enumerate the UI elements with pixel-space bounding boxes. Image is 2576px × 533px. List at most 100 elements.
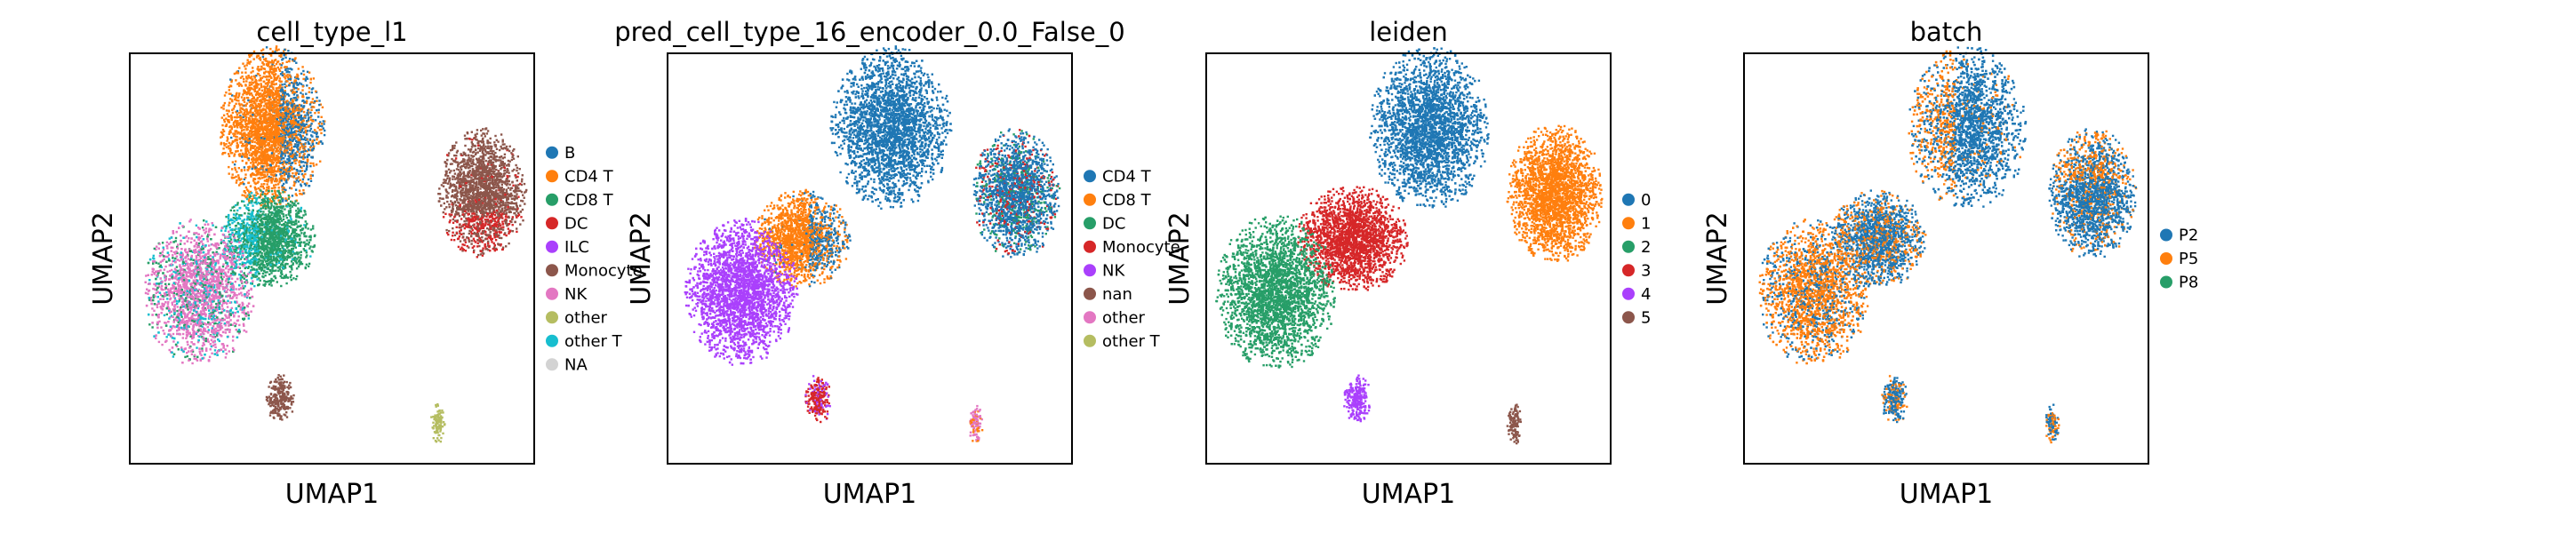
- scatter-point: [505, 178, 508, 180]
- scatter-point: [452, 188, 454, 192]
- scatter-point: [291, 157, 293, 160]
- scatter-point: [304, 139, 308, 141]
- scatter-point: [280, 54, 283, 58]
- scatter-point: [474, 187, 477, 190]
- scatter-point: [234, 119, 237, 123]
- scatter-point: [270, 148, 273, 151]
- scatter-point: [515, 202, 518, 204]
- scatter-point: [515, 195, 517, 198]
- scatter-point: [284, 124, 286, 128]
- scatter-point: [477, 253, 480, 257]
- scatter-point: [282, 198, 284, 201]
- scatter-point: [225, 123, 228, 126]
- scatter-point: [247, 181, 250, 185]
- scatter-point: [274, 159, 276, 162]
- scatter-point: [252, 173, 255, 176]
- scatter-point: [224, 124, 228, 128]
- scatter-point: [262, 108, 266, 111]
- scatter-point: [503, 207, 506, 210]
- scatter-point: [316, 126, 320, 129]
- scatter-point: [487, 240, 490, 243]
- scatter-point: [273, 75, 276, 77]
- scatter-point: [255, 98, 258, 101]
- scatter-point: [242, 62, 244, 65]
- scatter-point: [448, 171, 452, 174]
- scatter-point: [311, 106, 314, 108]
- scatter-point: [298, 108, 300, 111]
- scatter-point: [256, 96, 259, 99]
- scatter-point: [499, 171, 501, 175]
- scatter-point: [500, 133, 503, 136]
- scatter-point: [296, 137, 300, 139]
- scatter-point: [465, 182, 468, 185]
- scatter-point: [510, 197, 514, 200]
- scatter-point: [292, 104, 295, 107]
- scatter-point: [275, 133, 277, 136]
- scatter-point: [471, 139, 474, 141]
- scatter-point: [252, 58, 255, 60]
- scatter-point: [454, 204, 458, 207]
- scatter-point: [259, 74, 261, 77]
- scatter-point: [269, 173, 273, 176]
- scatter-point: [295, 136, 298, 139]
- scatter-point: [493, 224, 496, 227]
- scatter-point: [280, 178, 283, 180]
- scatter-point: [306, 112, 308, 115]
- scatter-point: [461, 213, 465, 216]
- scatter-point: [464, 144, 467, 147]
- scatter-point: [303, 182, 307, 186]
- scatter-point: [320, 140, 323, 143]
- scatter-point: [294, 57, 297, 60]
- scatter-point: [233, 72, 236, 76]
- scatter-point: [289, 147, 292, 151]
- scatter-point: [296, 145, 300, 148]
- scatter-point: [229, 150, 232, 153]
- scatter-point: [274, 123, 276, 126]
- scatter-point: [490, 191, 492, 194]
- scatter-point: [256, 118, 259, 121]
- scatter-point: [276, 126, 278, 130]
- scatter-point: [496, 200, 499, 203]
- scatter-point: [263, 183, 266, 186]
- scatter-point: [444, 165, 448, 168]
- scatter-point: [277, 187, 280, 189]
- scatter-point: [281, 161, 284, 164]
- scatter-point: [279, 168, 282, 171]
- scatter-point: [462, 175, 466, 178]
- scatter-point: [228, 132, 230, 135]
- scatter-point: [271, 156, 275, 159]
- scatter-point: [228, 153, 230, 155]
- scatter-point: [291, 68, 293, 71]
- scatter-point: [254, 161, 258, 163]
- scatter-point: [273, 79, 276, 82]
- scatter-point: [253, 178, 257, 180]
- scatter-point: [476, 198, 479, 201]
- scatter-point: [495, 168, 498, 171]
- scatter-point: [240, 127, 244, 130]
- scatter-point: [223, 144, 226, 147]
- scatter-point: [263, 94, 267, 97]
- scatter-point: [309, 164, 312, 168]
- scatter-point: [284, 107, 286, 111]
- scatter-point: [257, 132, 260, 135]
- scatter-point: [238, 184, 241, 187]
- scatter-point: [259, 122, 261, 124]
- scatter-point: [276, 169, 279, 171]
- scatter-point: [490, 152, 492, 155]
- scatter-point: [249, 60, 252, 63]
- scatter-point: [481, 171, 484, 173]
- scatter-point: [270, 126, 273, 129]
- scatter-point: [300, 91, 302, 94]
- scatter-point: [255, 139, 258, 142]
- scatter-point: [281, 144, 284, 147]
- scatter-point: [226, 136, 228, 139]
- scatter-point: [248, 141, 252, 144]
- scatter-point: [286, 151, 289, 154]
- scatter-point: [233, 163, 236, 166]
- scatter-point: [501, 248, 504, 251]
- scatter-point: [477, 166, 480, 169]
- scatter-point: [241, 145, 244, 147]
- scatter-point: [280, 111, 283, 115]
- scatter-point: [463, 219, 466, 223]
- scatter-point: [263, 148, 267, 152]
